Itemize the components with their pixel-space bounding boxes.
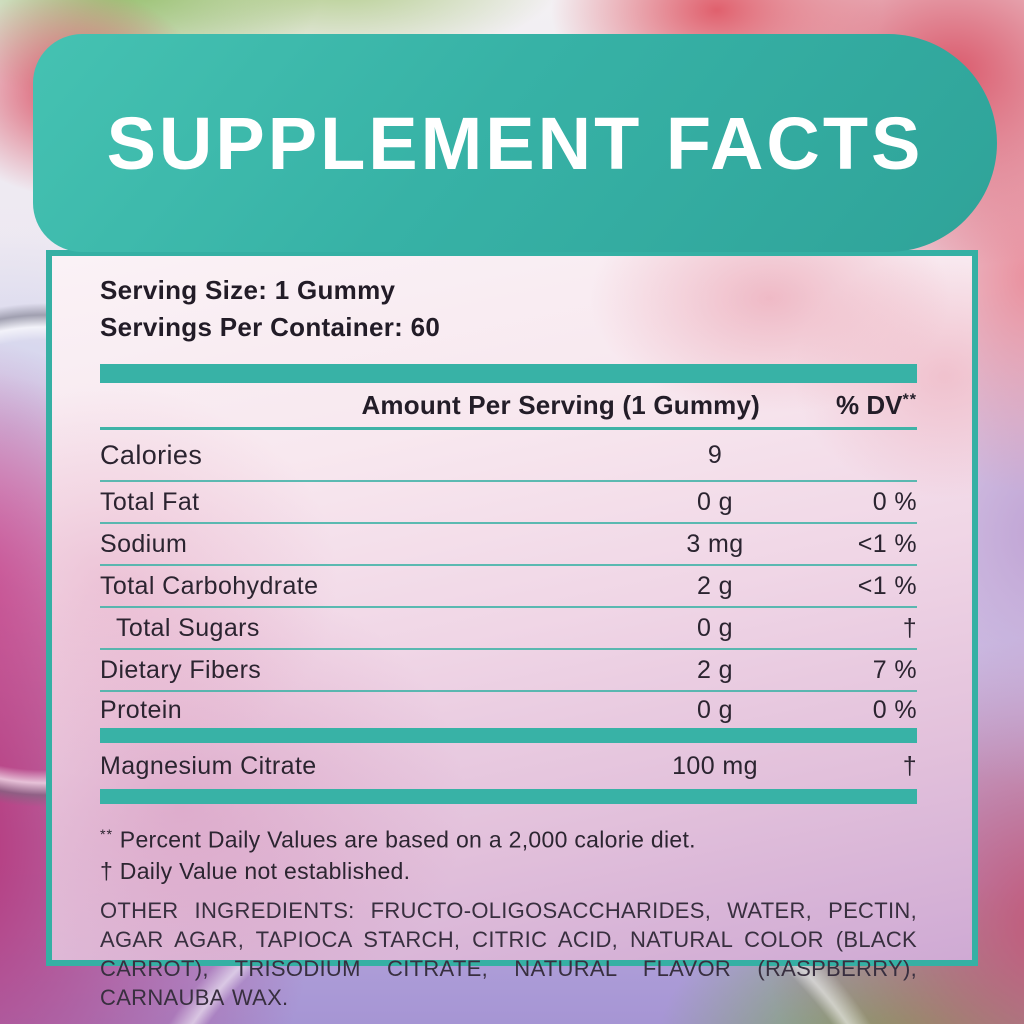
table-row-protein: Protein 0 g 0 %	[100, 695, 917, 724]
title-banner: SUPPLEMENT FACTS	[33, 34, 997, 252]
supplement-facts-panel: Serving Size: 1 Gummy Servings Per Conta…	[46, 250, 978, 1010]
dv-footnote-marker: **	[902, 389, 917, 408]
table-row-calories: Calories 9	[100, 430, 917, 482]
serving-size-text: Serving Size: 1 Gummy	[100, 275, 396, 305]
footnote-dv-not-established: † Daily Value not established.	[100, 857, 411, 884]
other-ingredients-text: OTHER INGREDIENTS: FRUCTO-OLIGOSACCHARID…	[100, 897, 917, 1010]
table-row-total-carbohydrate: Total Carbohydrate 2 g <1 %	[100, 566, 917, 608]
table-row-sodium: Sodium 3 mg <1 %	[100, 524, 917, 566]
footnotes: ** Percent Daily Values are based on a 2…	[100, 820, 917, 887]
divider-thick-top	[100, 364, 917, 383]
divider-thick-bottom	[100, 789, 917, 804]
footnote-daily-values: ** Percent Daily Values are based on a 2…	[100, 826, 696, 853]
percent-dv-header: % DV**	[835, 389, 917, 420]
serving-info: Serving Size: 1 Gummy Servings Per Conta…	[100, 272, 917, 346]
table-row-total-sugars: Total Sugars 0 g †	[100, 608, 917, 650]
table-header-row: Amount Per Serving (1 Gummy) % DV**	[100, 383, 917, 430]
table-row-magnesium-citrate: Magnesium Citrate 100 mg †	[100, 751, 917, 780]
page-title: SUPPLEMENT FACTS	[106, 101, 924, 185]
amount-per-serving-header: Amount Per Serving (1 Gummy)	[361, 389, 760, 420]
divider-thick-middle	[100, 728, 917, 743]
table-row-total-fat: Total Fat 0 g 0 %	[100, 482, 917, 524]
table-row-dietary-fibers: Dietary Fibers 2 g 7 %	[100, 650, 917, 692]
servings-per-container-text: Servings Per Container: 60	[100, 312, 441, 342]
